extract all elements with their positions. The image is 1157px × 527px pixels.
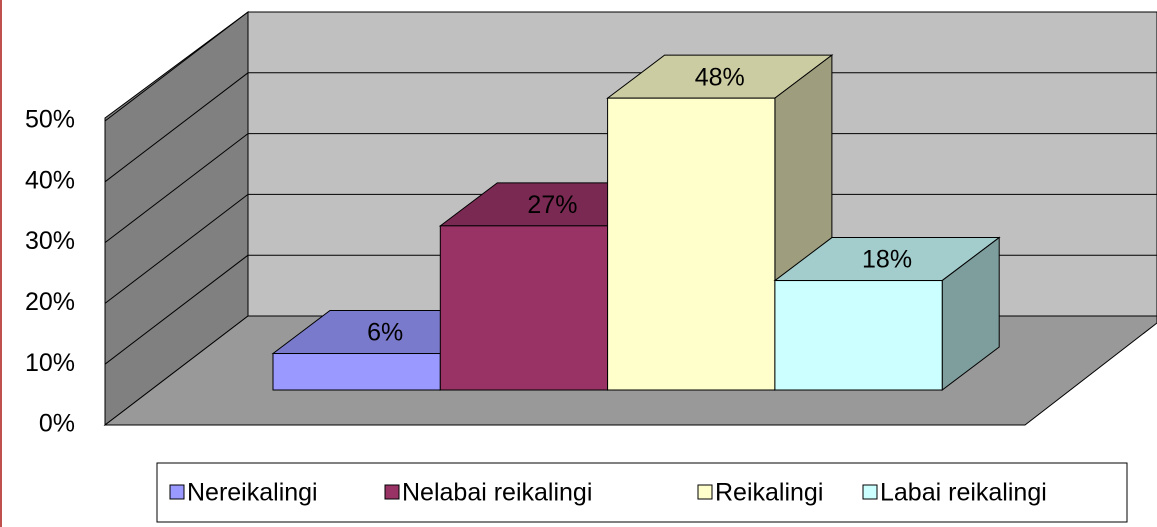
y-tick-label: 0% <box>39 410 75 438</box>
legend <box>156 462 1128 523</box>
y-tick-label: 50% <box>25 106 75 134</box>
legend-label: Labai reikalingi <box>880 479 1047 507</box>
legend-label: Nelabai reikalingi <box>402 479 592 507</box>
legend-swatch <box>384 484 400 500</box>
grid-line <box>104 72 249 183</box>
grid-line <box>104 194 249 304</box>
legend-swatch <box>697 484 713 500</box>
y-tick-label: 40% <box>25 166 75 194</box>
bar <box>439 225 609 391</box>
legend-swatch <box>862 484 878 500</box>
y-tick-label: 10% <box>25 349 75 377</box>
data-label: 6% <box>367 319 403 347</box>
bar <box>607 97 776 391</box>
bar <box>272 353 441 391</box>
data-label: 48% <box>695 63 745 91</box>
legend-swatch <box>169 484 185 500</box>
legend-label: Nereikalingi <box>187 479 318 507</box>
bar <box>774 280 943 391</box>
grid-line <box>104 133 249 243</box>
legend-label: Reikalingi <box>715 479 823 507</box>
data-label: 27% <box>527 191 577 219</box>
grid-line <box>104 11 249 122</box>
grid-line <box>104 254 249 365</box>
y-tick-label: 30% <box>25 227 75 255</box>
data-label: 18% <box>862 246 912 274</box>
y-tick-label: 20% <box>25 288 75 316</box>
